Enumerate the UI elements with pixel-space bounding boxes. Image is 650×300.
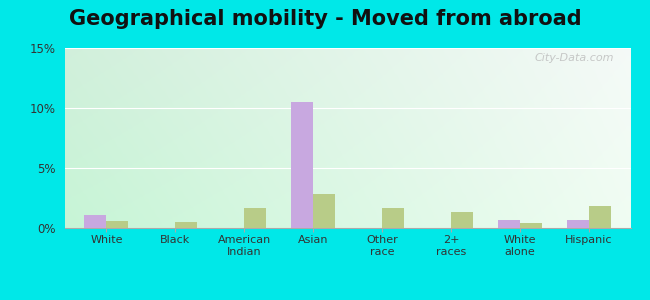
Bar [107,221,129,228]
Bar [451,212,473,228]
Bar [176,222,198,228]
Bar [84,215,107,228]
Bar [589,206,611,228]
Bar [567,220,589,228]
Bar [498,220,520,228]
Bar [244,208,266,228]
Bar [382,208,404,228]
Bar [520,223,542,228]
Text: Geographical mobility - Moved from abroad: Geographical mobility - Moved from abroa… [69,9,581,29]
Bar [313,194,335,228]
Text: City-Data.com: City-Data.com [534,53,614,63]
Bar [291,102,313,228]
